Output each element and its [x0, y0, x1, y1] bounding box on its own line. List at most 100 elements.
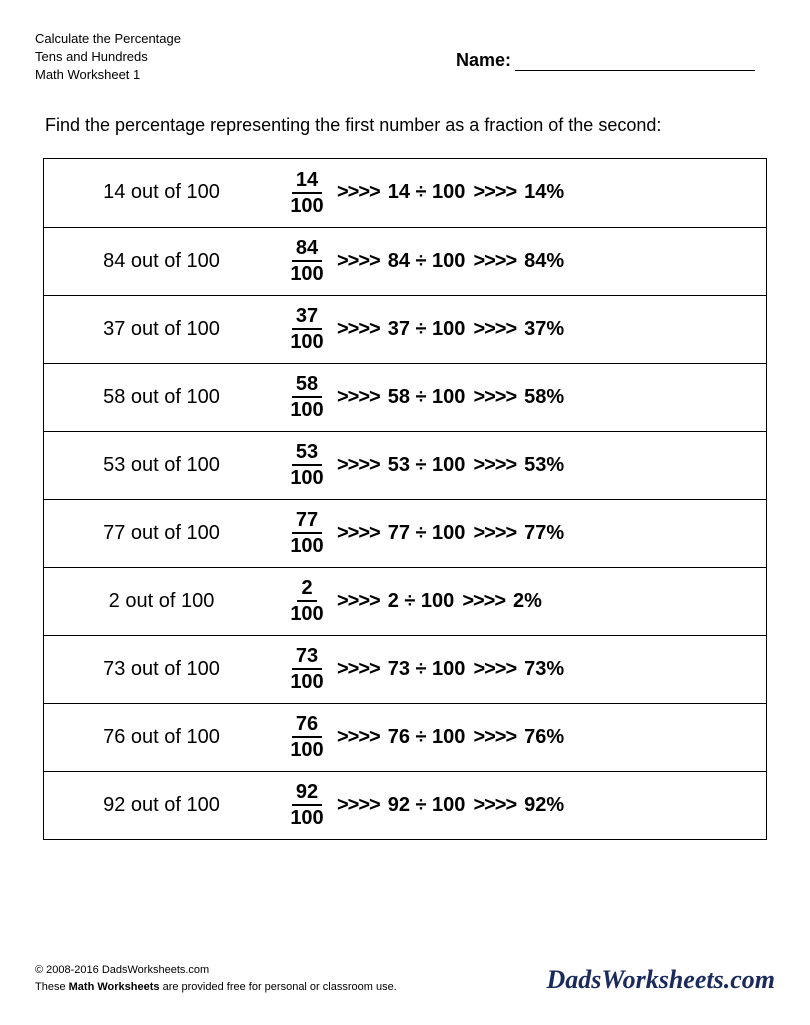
division-expression: 77 ÷ 100 [388, 522, 466, 545]
problem-row: 37 out of 10037100>>>>37 ÷ 100>>>>37% [44, 295, 766, 363]
worksheet-footer: © 2008-2016 DadsWorksheets.com These Mat… [35, 962, 775, 995]
fraction-denominator: 100 [286, 670, 327, 693]
problem-row: 73 out of 10073100>>>>73 ÷ 100>>>>73% [44, 635, 766, 703]
header-title-1: Calculate the Percentage [35, 30, 181, 48]
percent-result: 84% [524, 250, 564, 273]
problem-row: 92 out of 10092100>>>>92 ÷ 100>>>>92% [44, 771, 766, 839]
arrows-icon: >>>> [462, 590, 505, 613]
division-expression: 84 ÷ 100 [388, 250, 466, 273]
fraction: 37100 [285, 305, 329, 353]
header-title-3: Math Worksheet 1 [35, 66, 181, 84]
usage-text: These Math Worksheets are provided free … [35, 979, 397, 996]
percent-result: 14% [524, 181, 564, 204]
percent-result: 76% [524, 726, 564, 749]
problem-work: 92100>>>>92 ÷ 100>>>>92% [279, 781, 766, 829]
fraction: 53100 [285, 441, 329, 489]
problem-work: 37100>>>>37 ÷ 100>>>>37% [279, 305, 766, 353]
percent-result: 2% [513, 590, 542, 613]
fraction: 77100 [285, 509, 329, 557]
division-expression: 14 ÷ 100 [388, 181, 466, 204]
worksheet-header: Calculate the Percentage Tens and Hundre… [35, 30, 775, 85]
copyright-text: © 2008-2016 DadsWorksheets.com [35, 962, 397, 979]
problem-prompt: 14 out of 100 [44, 181, 279, 204]
arrows-icon: >>>> [337, 658, 380, 681]
arrows-icon: >>>> [473, 454, 516, 477]
fraction-denominator: 100 [286, 534, 327, 557]
problem-prompt: 77 out of 100 [44, 522, 279, 545]
problem-prompt: 58 out of 100 [44, 386, 279, 409]
fraction-numerator: 77 [292, 509, 322, 534]
instruction-text: Find the percentage representing the fir… [45, 115, 775, 136]
name-field: Name: [456, 50, 755, 71]
problem-row: 2 out of 1002100>>>>2 ÷ 100>>>>2% [44, 567, 766, 635]
arrows-icon: >>>> [473, 522, 516, 545]
problem-row: 77 out of 100 77100 >>>> 77 ÷ 100 >>>> 77% [44, 499, 766, 567]
problem-work: 58100 >>>> 58 ÷ 100 >>>> 58% [279, 373, 766, 421]
fraction-denominator: 100 [286, 738, 327, 761]
problem-prompt: 92 out of 100 [44, 794, 279, 817]
percent-result: 53% [524, 454, 564, 477]
fraction-numerator: 84 [292, 237, 322, 262]
arrows-icon: >>>> [337, 181, 380, 204]
problem-work: 76100>>>>76 ÷ 100>>>>76% [279, 713, 766, 761]
fraction-numerator: 14 [292, 169, 322, 194]
arrows-icon: >>>> [473, 794, 516, 817]
problem-row: 53 out of 100 53100 >>>> 53 ÷ 100 >>>> 53% [44, 431, 766, 499]
percent-result: 73% [524, 658, 564, 681]
arrows-icon: >>>> [337, 250, 380, 273]
name-blank-line[interactable] [515, 70, 755, 71]
fraction-denominator: 100 [286, 806, 327, 829]
arrows-icon: >>>> [337, 726, 380, 749]
arrows-icon: >>>> [473, 181, 516, 204]
fraction-numerator: 53 [292, 441, 322, 466]
fraction-denominator: 100 [286, 194, 327, 217]
division-expression: 53 ÷ 100 [388, 454, 466, 477]
arrows-icon: >>>> [473, 658, 516, 681]
arrows-icon: >>>> [473, 250, 516, 273]
problem-prompt: 2 out of 100 [44, 590, 279, 613]
problem-work: 84100 >>>> 84 ÷ 100 >>>> 84% [279, 237, 766, 285]
problem-work: 77100 >>>> 77 ÷ 100 >>>> 77% [279, 509, 766, 557]
fraction-numerator: 2 [297, 577, 316, 602]
fraction-denominator: 100 [286, 262, 327, 285]
fraction-denominator: 100 [286, 398, 327, 421]
fraction-denominator: 100 [286, 602, 327, 625]
division-expression: 92 ÷ 100 [388, 794, 466, 817]
fraction-numerator: 58 [292, 373, 322, 398]
fraction: 84100 [285, 237, 329, 285]
footer-left: © 2008-2016 DadsWorksheets.com These Mat… [35, 962, 397, 995]
arrows-icon: >>>> [473, 386, 516, 409]
header-left: Calculate the Percentage Tens and Hundre… [35, 30, 181, 85]
problem-prompt: 53 out of 100 [44, 454, 279, 477]
fraction: 92100 [285, 781, 329, 829]
problem-work: 73100 >>>> 73 ÷ 100 >>>> 73% [279, 645, 766, 693]
header-title-2: Tens and Hundreds [35, 48, 181, 66]
arrows-icon: >>>> [337, 386, 380, 409]
problem-work: 53100 >>>> 53 ÷ 100 >>>> 53% [279, 441, 766, 489]
name-label: Name: [456, 50, 511, 71]
fraction-numerator: 76 [292, 713, 322, 738]
fraction: 14100 [285, 169, 329, 217]
problem-row: 58 out of 100 58100 >>>> 58 ÷ 100 >>>> 58% [44, 363, 766, 431]
fraction: 2100 [285, 577, 329, 625]
fraction-numerator: 92 [292, 781, 322, 806]
problem-prompt: 37 out of 100 [44, 318, 279, 341]
division-expression: 37 ÷ 100 [388, 318, 466, 341]
arrows-icon: >>>> [337, 522, 380, 545]
fraction-numerator: 37 [292, 305, 322, 330]
percent-result: 77% [524, 522, 564, 545]
division-expression: 73 ÷ 100 [388, 658, 466, 681]
fraction: 76100 [285, 713, 329, 761]
problem-row: 76 out of 10076100>>>>76 ÷ 100>>>>76% [44, 703, 766, 771]
fraction: 73100 [285, 645, 329, 693]
problem-row: 84 out of 10084100>>>>84 ÷ 100>>>>84% [44, 227, 766, 295]
division-expression: 58 ÷ 100 [388, 386, 466, 409]
arrows-icon: >>>> [337, 454, 380, 477]
fraction: 58100 [285, 373, 329, 421]
fraction-numerator: 73 [292, 645, 322, 670]
percent-result: 58% [524, 386, 564, 409]
arrows-icon: >>>> [337, 318, 380, 341]
fraction-denominator: 100 [286, 330, 327, 353]
division-expression: 2 ÷ 100 [388, 590, 455, 613]
arrows-icon: >>>> [473, 726, 516, 749]
